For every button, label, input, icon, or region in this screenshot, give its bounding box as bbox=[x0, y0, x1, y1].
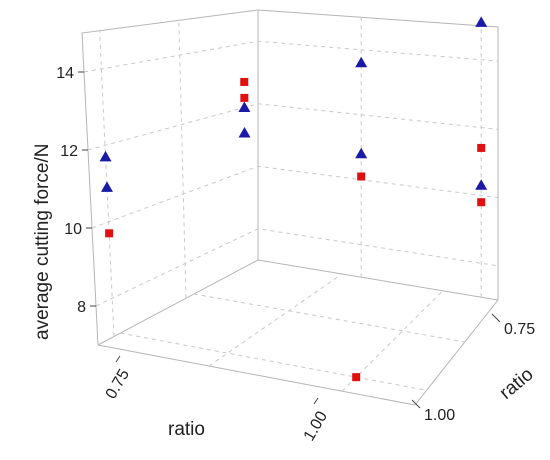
front-tick bbox=[313, 397, 319, 405]
triangle-point bbox=[475, 179, 488, 190]
triangle-point bbox=[238, 101, 251, 112]
front-tick-label: 1.00 bbox=[301, 408, 331, 444]
z-gridline bbox=[95, 228, 499, 307]
floor-front-left-edge bbox=[97, 344, 416, 406]
square-point bbox=[357, 172, 366, 181]
floor-front-right-edge bbox=[414, 299, 499, 406]
data-points bbox=[99, 16, 488, 382]
triangle-point bbox=[99, 150, 112, 162]
floor-gridline bbox=[208, 273, 343, 367]
z-tick-label: 10 bbox=[64, 221, 82, 238]
square-point bbox=[477, 198, 486, 207]
axis-ticks: 8 10 12 14 0.75 1.00 0.75 1.00 bbox=[56, 65, 535, 444]
triangle-point bbox=[355, 147, 368, 159]
triangle-point bbox=[238, 126, 251, 138]
square-point bbox=[477, 143, 486, 152]
z-tick-label: 8 bbox=[77, 299, 86, 316]
square-point bbox=[240, 93, 249, 102]
front-tick bbox=[115, 355, 121, 363]
chart-frame bbox=[81, 9, 499, 406]
triangle-point bbox=[100, 181, 113, 192]
front-axis-label: ratio bbox=[168, 419, 205, 440]
z-tick-label: 12 bbox=[60, 143, 78, 160]
front-tick-label: 0.75 bbox=[103, 366, 133, 402]
right-axis-label: ratio bbox=[496, 364, 538, 404]
floor-gridline bbox=[193, 293, 465, 343]
z-axis-label: average cutting force/N bbox=[32, 144, 53, 340]
floor-gridline bbox=[120, 332, 427, 391]
left-wall-gridline bbox=[178, 20, 187, 299]
z-gridline bbox=[87, 103, 499, 151]
z-gridline bbox=[91, 165, 499, 229]
z-tick-label: 14 bbox=[56, 65, 74, 82]
back-wall-edge bbox=[257, 9, 499, 300]
grid-lines bbox=[83, 17, 499, 392]
floor-edge bbox=[97, 259, 499, 346]
right-tick-label: 0.75 bbox=[504, 321, 535, 338]
square-point bbox=[240, 77, 249, 86]
square-point bbox=[105, 229, 114, 238]
triangle-point bbox=[355, 56, 368, 68]
left-wall-edge bbox=[81, 9, 259, 346]
square-point bbox=[352, 373, 361, 382]
right-tick bbox=[491, 313, 501, 323]
right-tick bbox=[411, 399, 421, 409]
z-gridline bbox=[83, 40, 499, 73]
triangle-point bbox=[475, 16, 488, 27]
right-tick-label: 1.00 bbox=[424, 407, 455, 424]
